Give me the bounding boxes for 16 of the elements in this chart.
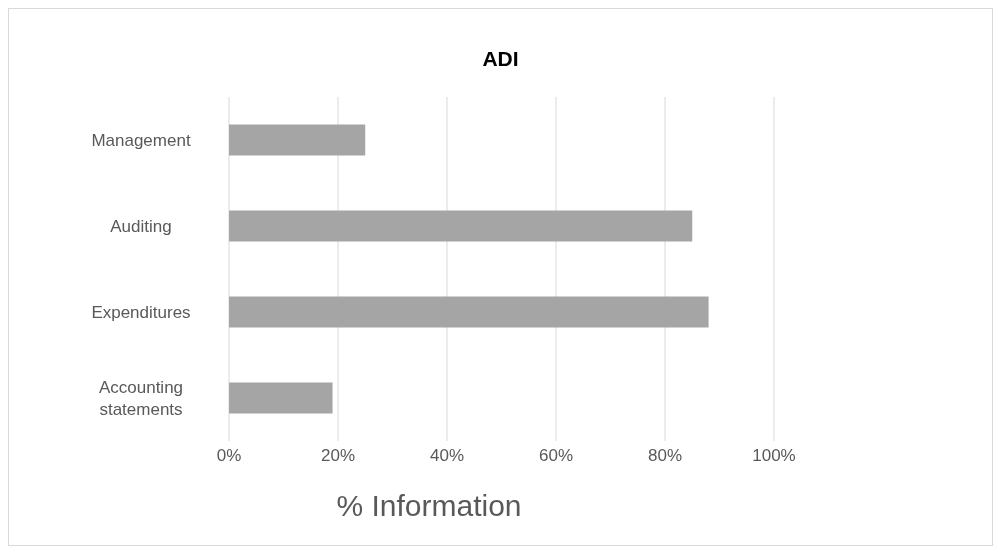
x-tick-label: 20% — [320, 446, 356, 466]
x-tick-label: 100% — [752, 446, 796, 466]
x-axis-title: % Information — [335, 489, 523, 523]
x-tick-label: 0% — [216, 446, 242, 466]
y-tick-label: Accounting statements — [98, 378, 184, 419]
bar — [229, 124, 366, 156]
bar — [229, 382, 333, 414]
y-tick-label: Auditing — [110, 217, 172, 236]
y-tick-label: Expenditures — [91, 303, 191, 322]
x-tick-label: 40% — [429, 446, 465, 466]
bar — [229, 210, 693, 242]
bar — [229, 296, 709, 328]
x-tick-label: 80% — [647, 446, 683, 466]
y-tick-label: Management — [91, 131, 191, 150]
x-tick-label: 60% — [538, 446, 574, 466]
chart-title: ADI — [481, 47, 520, 72]
